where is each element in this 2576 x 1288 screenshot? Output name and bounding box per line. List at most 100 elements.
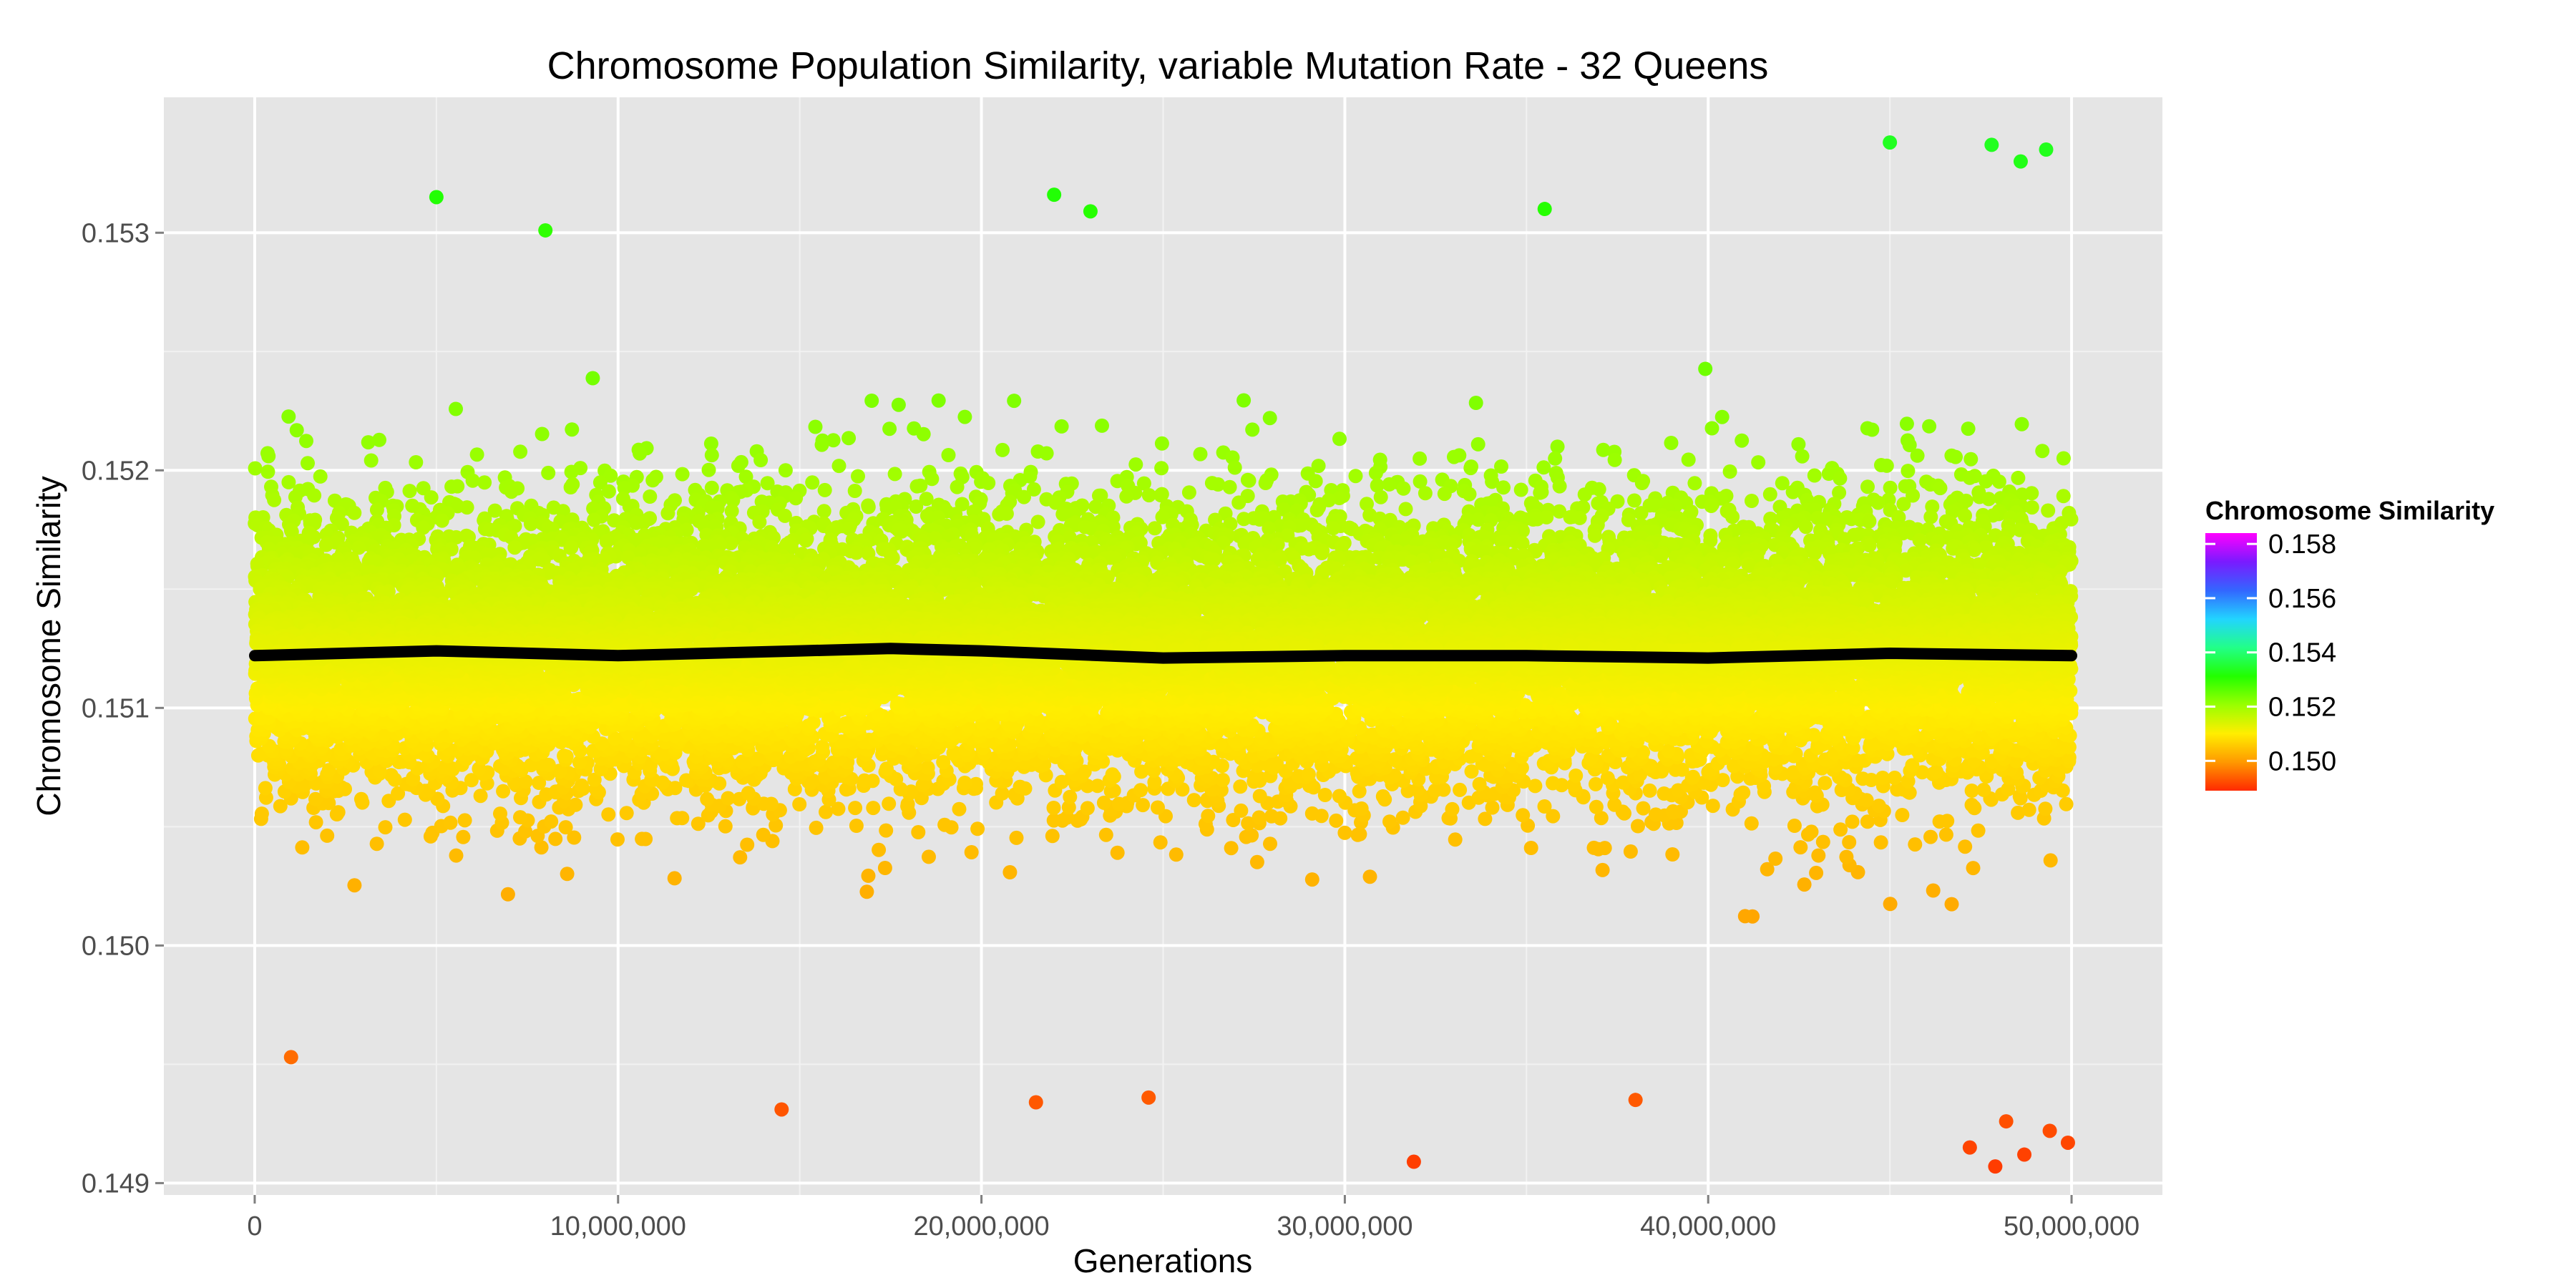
data-point (2035, 444, 2050, 459)
data-point (1128, 457, 1143, 472)
data-point (1964, 784, 1979, 798)
data-point (814, 437, 829, 452)
data-point (808, 419, 823, 434)
data-point (1736, 785, 1751, 800)
data-point (1845, 814, 1860, 829)
data-point (1301, 767, 1316, 782)
data-point (1687, 476, 1702, 491)
data-point (1154, 461, 1169, 476)
data-point (1923, 829, 1938, 844)
data-point (1929, 764, 1943, 779)
data-point (1447, 449, 1461, 464)
data-point (347, 505, 362, 520)
data-point (1252, 810, 1267, 825)
data-point (1537, 799, 1552, 814)
data-point (558, 820, 573, 835)
data-point (789, 491, 804, 506)
data-point (465, 473, 480, 488)
data-point (610, 832, 625, 847)
data-point (260, 464, 275, 479)
data-point (2024, 500, 2039, 515)
data-point (2041, 503, 2056, 518)
data-point (1241, 816, 1256, 831)
data-point (816, 504, 831, 519)
data-point (320, 828, 335, 843)
data-point (1136, 476, 1151, 491)
data-point (924, 472, 940, 487)
data-point (391, 786, 406, 801)
data-point (1839, 849, 1854, 864)
data-point (1181, 485, 1196, 500)
data-point (1895, 808, 1910, 822)
data-point (848, 801, 863, 816)
data-point (409, 455, 424, 469)
data-point (916, 426, 931, 441)
data-point (1818, 776, 1833, 791)
data-point (1462, 487, 1477, 502)
data-point (1201, 809, 1216, 824)
data-point (733, 850, 748, 865)
data-point (1793, 840, 1808, 855)
data-point (443, 815, 458, 830)
data-point (535, 426, 550, 441)
data-point (1227, 460, 1242, 475)
data-point (1252, 789, 1267, 804)
data-point (1463, 461, 1478, 476)
data-point (2011, 470, 2026, 485)
data-point (1308, 474, 1323, 489)
data-point (1234, 803, 1249, 818)
data-point (1745, 494, 1759, 508)
data-point (1762, 487, 1777, 502)
data-point (866, 801, 881, 816)
data-point (504, 484, 519, 499)
data-point (1666, 804, 1681, 819)
data-point (601, 484, 616, 499)
data-point (1981, 492, 1996, 507)
data-point (254, 806, 269, 821)
data-point (1326, 521, 1341, 536)
data-point (841, 431, 857, 446)
data-point (1048, 495, 1063, 510)
data-point (1314, 546, 1330, 560)
data-point (1418, 486, 1433, 501)
data-point (861, 868, 876, 883)
data-point (1105, 767, 1120, 782)
data-point (740, 837, 755, 852)
data-point (703, 436, 718, 451)
data-point (261, 449, 276, 464)
data-point (1607, 797, 1622, 812)
data-point (2043, 853, 2058, 868)
data-point (1899, 416, 1914, 431)
data-point (941, 448, 956, 462)
data-point (1098, 827, 1113, 842)
data-point (1468, 396, 1483, 410)
data-point (738, 469, 753, 484)
data-point (1597, 841, 1612, 856)
data-point (469, 447, 484, 462)
data-point (1607, 452, 1622, 467)
data-point (601, 807, 616, 822)
data-point (1080, 801, 1095, 816)
data-point (1092, 488, 1106, 503)
data-point (1007, 394, 1022, 409)
data-point (456, 829, 471, 844)
data-point (1030, 514, 1045, 530)
data-point (541, 465, 556, 480)
data-point (887, 467, 902, 482)
data-point (704, 480, 719, 495)
data-point (1169, 847, 1184, 862)
data-point (1572, 510, 1587, 525)
data-point (1681, 452, 1696, 467)
data-point (1698, 361, 1713, 376)
data-point (563, 480, 578, 494)
data-point (667, 871, 682, 886)
data-point (1153, 488, 1169, 503)
data-point (1833, 822, 1848, 837)
data-point (313, 469, 328, 484)
data-point (1536, 460, 1551, 475)
data-point (778, 463, 793, 478)
data-point (1304, 806, 1319, 821)
chart-title: Chromosome Population Similarity, variab… (547, 44, 1769, 87)
data-point (1910, 448, 1925, 463)
data-point (1263, 836, 1277, 852)
